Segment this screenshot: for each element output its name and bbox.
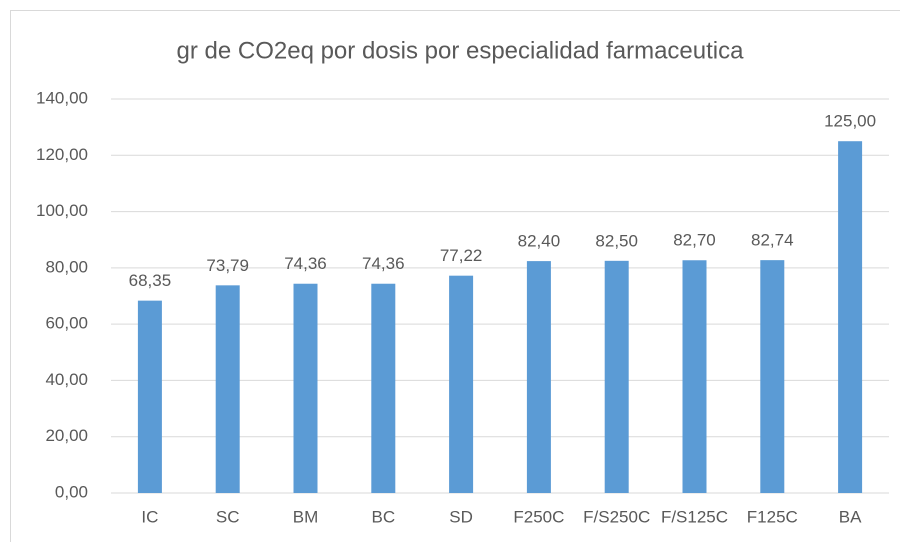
y-tick-label: 140,00 bbox=[36, 88, 88, 107]
bar bbox=[682, 260, 707, 493]
bar bbox=[137, 300, 162, 493]
x-tick-label: BM bbox=[293, 507, 319, 526]
data-label: 68,35 bbox=[129, 271, 172, 290]
bar bbox=[760, 260, 785, 493]
data-label: 74,36 bbox=[284, 254, 327, 273]
data-label: 82,70 bbox=[673, 231, 716, 250]
y-tick-label: 100,00 bbox=[36, 201, 88, 220]
bar bbox=[604, 260, 629, 493]
x-tick-label: F/S250C bbox=[583, 507, 650, 526]
x-tick-label: BC bbox=[371, 507, 395, 526]
x-tick-label: F125C bbox=[747, 507, 798, 526]
bar bbox=[215, 285, 240, 493]
x-tick-label: IC bbox=[141, 507, 158, 526]
x-tick-label: SC bbox=[216, 507, 240, 526]
bar bbox=[838, 141, 863, 493]
y-tick-label: 0,00 bbox=[55, 482, 88, 501]
data-label: 82,74 bbox=[751, 231, 794, 250]
x-tick-label: F/S125C bbox=[661, 507, 728, 526]
x-tick-label: F250C bbox=[513, 507, 564, 526]
x-tick-label: BA bbox=[839, 507, 862, 526]
y-tick-label: 80,00 bbox=[45, 257, 88, 276]
data-label: 74,36 bbox=[362, 254, 405, 273]
data-label: 73,79 bbox=[206, 256, 249, 275]
y-tick-label: 120,00 bbox=[36, 145, 88, 164]
data-label: 82,40 bbox=[518, 232, 561, 251]
bar bbox=[526, 261, 551, 493]
y-tick-label: 60,00 bbox=[45, 314, 88, 333]
chart-title: gr de CO2eq por dosis por especialidad f… bbox=[177, 37, 745, 64]
data-label: 125,00 bbox=[824, 112, 876, 131]
x-tick-label: SD bbox=[449, 507, 473, 526]
data-label: 77,22 bbox=[440, 246, 483, 265]
data-label: 82,50 bbox=[595, 231, 638, 250]
bar bbox=[293, 283, 318, 493]
y-tick-label: 20,00 bbox=[45, 426, 88, 445]
bar bbox=[371, 283, 396, 493]
bar bbox=[449, 275, 474, 493]
y-tick-label: 40,00 bbox=[45, 370, 88, 389]
